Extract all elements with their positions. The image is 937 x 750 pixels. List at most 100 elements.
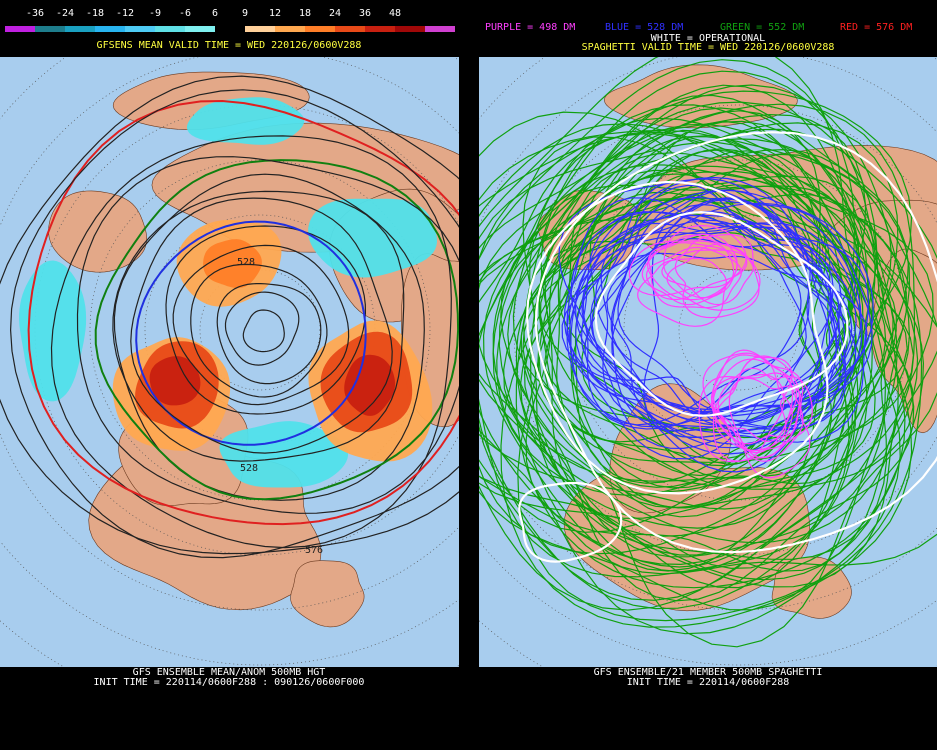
colorbar-label: -36 — [26, 8, 44, 19]
spaghetti-line — [479, 153, 898, 611]
contour — [112, 190, 405, 462]
colorbar-label: -12 — [116, 8, 134, 19]
colorbar-swatch — [335, 26, 365, 32]
spaghetti-line — [561, 184, 831, 413]
colorbar-swatch — [5, 26, 35, 32]
spaghetti-line — [580, 211, 837, 435]
spaghetti-line — [611, 197, 847, 432]
operational-line — [518, 481, 623, 563]
contour — [224, 291, 300, 366]
contour — [135, 220, 367, 446]
spaghetti-line — [537, 192, 914, 490]
operational-line — [525, 180, 829, 495]
spaghetti-line — [556, 170, 915, 463]
anomaly — [149, 356, 201, 406]
spaghetti-line — [522, 171, 861, 489]
spaghetti-line — [600, 189, 833, 428]
land — [290, 560, 365, 628]
colorbar-swatch — [155, 26, 185, 32]
colorbar-swatch — [35, 26, 65, 32]
left-footer: GFS ENSEMBLE MEAN/ANOM 500MB HGT — [133, 667, 326, 678]
contour — [113, 173, 425, 501]
spaghetti-line — [661, 234, 755, 306]
colorbar-label: 48 — [389, 8, 401, 19]
right-title: SPAGHETTI VALID TIME = WED 220126/0600V2… — [582, 42, 835, 53]
graticule — [199, 269, 321, 391]
spaghetti-line — [570, 176, 810, 430]
spaghetti-line — [519, 185, 860, 482]
graticule — [623, 214, 855, 446]
operational-line — [534, 131, 937, 554]
right-subtitle: WHITE = OPERATIONAL — [651, 33, 765, 44]
colorbar-swatch — [215, 26, 245, 32]
spaghetti-line — [549, 197, 833, 537]
anomaly — [344, 354, 395, 416]
left-map: 528 528 576 — [0, 57, 459, 667]
contour — [190, 263, 328, 398]
spaghetti-line — [507, 101, 915, 602]
graticule — [89, 159, 431, 501]
contour — [76, 156, 459, 514]
divider — [459, 0, 479, 750]
left-title: GFSENS MEAN VALID TIME = WED 220126/0600… — [97, 40, 362, 51]
colorbar-label: -18 — [86, 8, 104, 19]
colorbar-label: 24 — [329, 8, 341, 19]
colorbar-label: -9 — [149, 8, 161, 19]
right-map — [479, 57, 937, 667]
contour-label: 576 — [305, 545, 323, 556]
operational-line — [594, 210, 849, 417]
colorbar-label: 6 — [212, 8, 218, 19]
left-footer: INIT TIME = 220114/0600F288 : 090126/060… — [94, 677, 365, 688]
spaghetti-line — [712, 354, 793, 452]
colorbar-swatch — [245, 26, 275, 32]
legend-entry: GREEN = 552 DM — [720, 22, 804, 33]
spaghetti-line — [610, 189, 862, 427]
spaghetti-line — [571, 175, 877, 509]
colorbar-label: 36 — [359, 8, 371, 19]
colorbar-label: 12 — [269, 8, 281, 19]
legend-entry: RED = 576 DM — [840, 22, 912, 33]
spaghetti-line — [479, 57, 887, 510]
right-footer: INIT TIME = 220114/0600F288 — [627, 677, 790, 688]
colorbar-swatch — [395, 26, 425, 32]
contour — [50, 135, 452, 549]
colorbar-swatch — [95, 26, 125, 32]
spaghetti-line — [647, 234, 748, 301]
spaghetti-line — [698, 373, 785, 463]
colorbar-swatch — [125, 26, 155, 32]
contour — [0, 75, 459, 555]
colorbar-label: -6 — [179, 8, 191, 19]
spaghetti-line — [663, 224, 747, 299]
spaghetti-line — [710, 349, 794, 454]
legend-entry: PURPLE = 498 DM — [485, 22, 575, 33]
legend-entry: BLUE = 528 DM — [605, 22, 683, 33]
spaghetti-line — [643, 203, 870, 443]
spaghetti-line — [645, 246, 742, 309]
spaghetti-line — [641, 242, 738, 306]
contour — [94, 159, 459, 501]
spaghetti-line — [517, 184, 923, 622]
spaghetti-line — [515, 104, 906, 589]
right-footer: GFS ENSEMBLE/21 MEMBER 500MB SPAGHETTI — [594, 667, 823, 678]
spaghetti-line — [666, 243, 761, 311]
spaghetti-line — [717, 367, 813, 459]
colorbar-swatch — [275, 26, 305, 32]
colorbar-swatch — [425, 26, 455, 32]
spaghetti-line — [646, 233, 738, 301]
contour — [9, 89, 459, 559]
contour — [165, 225, 367, 415]
colorbar-swatch — [65, 26, 95, 32]
anomaly — [308, 198, 437, 278]
colorbar-label: 9 — [242, 8, 248, 19]
contour-label: 528 — [240, 463, 258, 474]
anomaly — [203, 239, 262, 289]
colorbar-swatch — [185, 26, 215, 32]
anomaly — [219, 421, 349, 488]
spaghetti-line — [574, 210, 853, 422]
spaghetti-line — [581, 219, 838, 455]
contour — [130, 197, 393, 454]
spaghetti-line — [628, 240, 735, 297]
spaghetti-line — [544, 164, 827, 518]
spaghetti-line — [479, 117, 858, 610]
contour — [172, 244, 350, 406]
